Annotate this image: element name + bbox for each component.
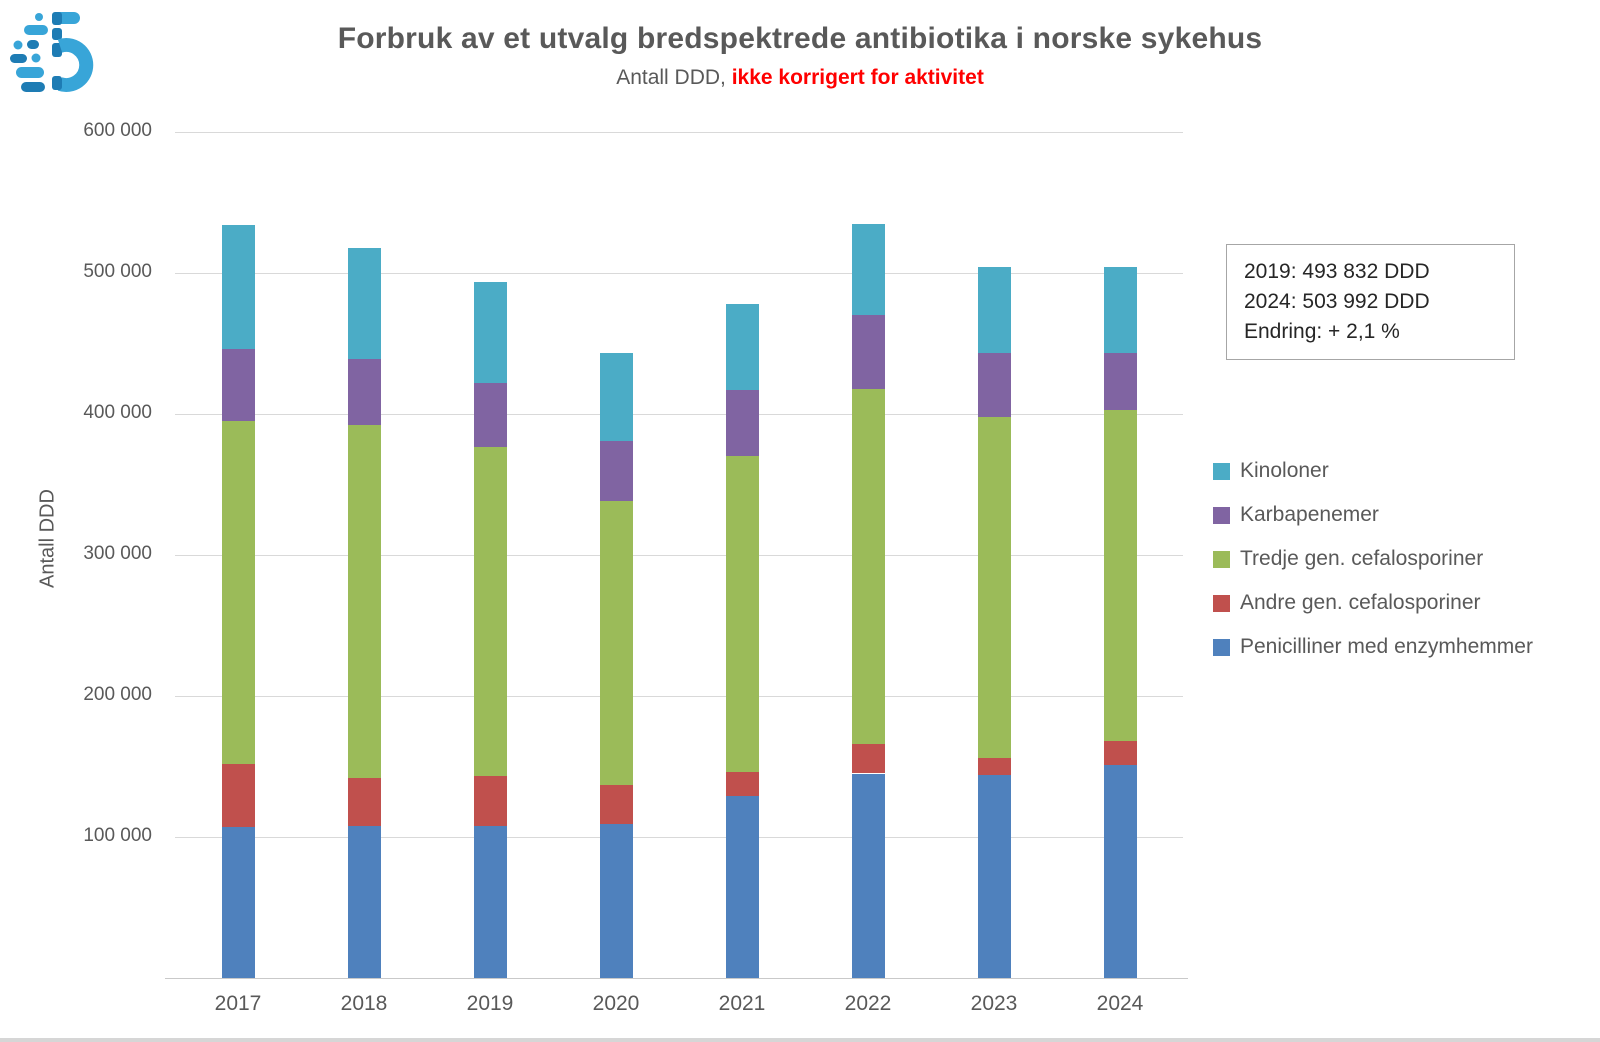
annotation-box: 2019: 493 832 DDD 2024: 503 992 DDD Endr… (1226, 244, 1515, 360)
x-label-2019: 2019 (466, 992, 514, 1015)
gridline (175, 555, 1183, 556)
y-axis-title: Antall DDD (36, 489, 59, 588)
bar-2022-segment-karbapenemer (851, 315, 885, 389)
bar-2024-segment-andre-gen-cefalosporiner (1103, 741, 1137, 766)
bar-2022-segment-andre-gen-cefalosporiner (851, 743, 885, 774)
legend-swatch (1213, 506, 1230, 524)
page-subtitle: Antall DDD, ikke korrigert for aktivitet (0, 66, 1600, 90)
bar-2017-segment-penicilliner-med-enzymhemmer (221, 827, 255, 978)
legend-item-penicilliner-med-enzymhemmer: Penicilliner med enzymhemmer (1213, 625, 1533, 669)
bar-2021-segment-penicilliner-med-enzymhemmer (725, 796, 759, 978)
logo-icon (10, 12, 94, 92)
x-axis-line (165, 978, 1188, 979)
bar-2018-segment-kinoloner (347, 247, 381, 359)
legend-swatch (1213, 638, 1230, 656)
bar-2020-segment-karbapenemer (599, 440, 633, 502)
x-label-2024: 2024 (1096, 992, 1144, 1015)
y-tick-label: 300 000 (83, 543, 152, 564)
bar-2021-segment-andre-gen-cefalosporiner (725, 772, 759, 797)
page-title: Forbruk av et utvalg bredspektrede antib… (337, 22, 1263, 55)
legend-item-kinoloner: Kinoloner (1213, 449, 1533, 493)
annotation-line-2019: 2019: 493 832 DDD (1244, 260, 1430, 283)
bar-2024-segment-tredje-gen-cefalosporiner (1103, 409, 1137, 742)
bar-2021-segment-tredje-gen-cefalosporiner (725, 456, 759, 773)
y-tick-label: 600 000 (83, 120, 152, 141)
bar-2017-segment-karbapenemer (221, 349, 255, 421)
legend-label: Penicilliner med enzymhemmer (1240, 635, 1533, 658)
bar-2020-segment-andre-gen-cefalosporiner (599, 784, 633, 825)
gridline (175, 837, 1183, 838)
bar-2023-segment-karbapenemer (977, 353, 1011, 417)
x-label-2021: 2021 (718, 992, 766, 1015)
bar-2018-segment-tredje-gen-cefalosporiner (347, 425, 381, 778)
bar-2020-segment-penicilliner-med-enzymhemmer (599, 824, 633, 978)
bar-2023-segment-tredje-gen-cefalosporiner (977, 416, 1011, 758)
bar-2019-segment-penicilliner-med-enzymhemmer (473, 825, 507, 978)
y-tick-label: 200 000 (83, 684, 152, 705)
bar-2019-segment-tredje-gen-cefalosporiner (473, 446, 507, 777)
legend-item-andre-gen-cefalosporiner: Andre gen. cefalosporiner (1213, 581, 1533, 625)
bar-2022-segment-penicilliner-med-enzymhemmer (851, 773, 885, 978)
bar-2023-segment-andre-gen-cefalosporiner (977, 758, 1011, 775)
bar-2017-segment-kinoloner (221, 225, 255, 350)
bar-2019-segment-karbapenemer (473, 383, 507, 447)
bar-2019-segment-andre-gen-cefalosporiner (473, 776, 507, 826)
y-tick-label: 100 000 (83, 825, 152, 846)
gridline (175, 696, 1183, 697)
subtitle-prefix: Antall DDD, (616, 66, 732, 89)
window-bottom-edge (0, 1038, 1600, 1042)
annotation-line-endring: Endring: + 2,1 % (1244, 320, 1400, 343)
gridline (175, 132, 1183, 133)
bar-2018-segment-andre-gen-cefalosporiner (347, 777, 381, 826)
bar-2017-segment-andre-gen-cefalosporiner (221, 763, 255, 828)
bar-2021-segment-kinoloner (725, 304, 759, 390)
legend-item-karbapenemer: Karbapenemer (1213, 493, 1533, 537)
bar-2019-segment-kinoloner (473, 281, 507, 383)
legend-swatch (1213, 550, 1230, 568)
x-label-2017: 2017 (214, 992, 262, 1015)
bar-2022-segment-kinoloner (851, 223, 885, 316)
bar-2022-segment-tredje-gen-cefalosporiner (851, 388, 885, 744)
legend-label: Karbapenemer (1240, 503, 1379, 526)
chart-legend: Kinoloner Karbapenemer Tredje gen. cefalos… (1213, 449, 1533, 669)
x-label-2020: 2020 (592, 992, 640, 1015)
bar-2020-segment-tredje-gen-cefalosporiner (599, 501, 633, 785)
bar-2024-segment-karbapenemer (1103, 353, 1137, 410)
legend-swatch (1213, 462, 1230, 480)
gridline (175, 273, 1183, 274)
x-label-2018: 2018 (340, 992, 388, 1015)
legend-label: Kinoloner (1240, 459, 1329, 482)
legend-swatch (1213, 594, 1230, 612)
gridline (175, 414, 1183, 415)
x-label-2022: 2022 (844, 992, 892, 1015)
bar-2024-segment-penicilliner-med-enzymhemmer (1103, 765, 1137, 978)
annotation-line-2024: 2024: 503 992 DDD (1244, 290, 1430, 313)
y-tick-label: 500 000 (83, 261, 152, 282)
bar-2018-segment-penicilliner-med-enzymhemmer (347, 825, 381, 978)
bar-2020-segment-kinoloner (599, 353, 633, 441)
bar-2021-segment-karbapenemer (725, 390, 759, 457)
legend-item-tredje-gen-cefalosporiner: Tredje gen. cefalosporiner (1213, 537, 1533, 581)
bar-2017-segment-tredje-gen-cefalosporiner (221, 421, 255, 764)
legend-label: Andre gen. cefalosporiner (1240, 591, 1481, 614)
bar-2018-segment-karbapenemer (347, 359, 381, 426)
legend-label: Tredje gen. cefalosporiner (1240, 547, 1484, 570)
subtitle-highlight: ikke korrigert for aktivitet (731, 66, 984, 89)
bar-2023-segment-penicilliner-med-enzymhemmer (977, 775, 1011, 978)
x-label-2023: 2023 (970, 992, 1018, 1015)
bar-2023-segment-kinoloner (977, 267, 1011, 354)
bar-2024-segment-kinoloner (1103, 267, 1137, 354)
y-tick-label: 400 000 (83, 402, 152, 423)
